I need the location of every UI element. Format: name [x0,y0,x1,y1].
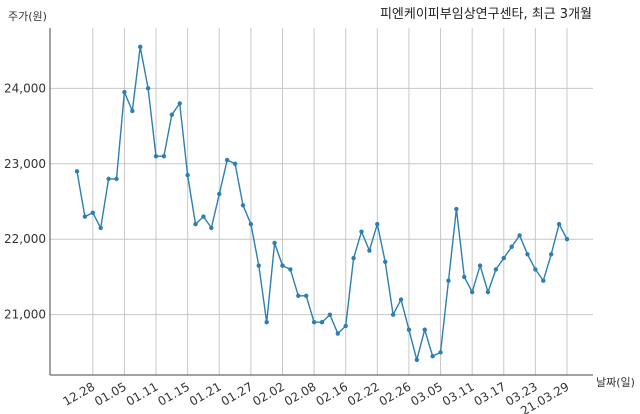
data-point [422,327,427,332]
data-point [414,357,420,363]
data-point [501,255,506,261]
data-point [485,289,491,295]
data-point [398,297,404,302]
data-point [209,225,214,231]
x-tick-label: 01.05 [92,379,129,408]
data-point [272,240,277,246]
data-point [517,233,522,238]
vertical-gridlines [92,28,568,375]
data-point [201,214,206,219]
data-point [169,112,175,117]
x-tick-labels: 12.2801.0501.1101.1501.2101.2702.0202.08… [61,379,572,414]
x-tick-label: 01.27 [219,379,256,408]
data-point [114,176,119,182]
x-axis-title: 날짜(일) [596,375,635,389]
data-point [161,154,167,159]
x-tick-label: 03.05 [408,379,445,408]
data-point [375,221,380,227]
data-point [548,252,554,257]
data-point [130,108,135,114]
horizontal-gridlines [50,87,593,316]
x-tick-label: 02.02 [250,379,287,408]
x-tick-label: 02.08 [282,379,319,408]
y-tick-labels: 21,000 22,000 23,000 24,000 [4,81,46,321]
data-point [153,154,159,159]
x-tick-label: 03.17 [472,379,509,408]
data-point [454,206,459,212]
data-point [193,221,198,227]
data-point [351,255,356,261]
data-point [383,259,388,265]
data-point [327,312,333,317]
data-point [248,221,254,227]
x-tick-label: 02.26 [377,379,414,408]
data-point [106,176,111,182]
data-point [311,319,317,325]
series-line [76,46,568,361]
data-point [462,274,467,280]
data-point [493,267,499,272]
axes [49,28,593,376]
data-point [319,319,325,325]
data-point [232,161,238,166]
x-tick-label: 01.21 [187,379,224,408]
x-tick-label: 01.11 [124,379,161,408]
price-series [74,44,570,363]
data-point [446,278,451,283]
data-point [256,263,261,268]
data-point [430,353,435,359]
data-point [438,350,443,355]
y-tick-label: 21,000 [4,308,46,322]
data-point [74,169,80,174]
y-tick-label: 22,000 [4,232,46,246]
data-point [335,331,341,336]
data-point [138,44,143,50]
x-tick-label: 02.16 [313,379,350,408]
data-point [82,214,88,219]
data-point [217,191,222,197]
data-point [390,312,396,317]
data-point [296,293,301,298]
y-tick-label: 23,000 [4,157,46,171]
data-point [469,289,475,295]
data-point [185,172,190,178]
x-tick-label: 03.11 [440,379,477,408]
data-point [406,327,412,332]
data-point [240,203,246,208]
data-point [533,267,538,272]
data-point [477,263,483,268]
data-point [122,89,127,95]
data-point [343,323,348,329]
x-tick-label: 12.28 [61,379,98,408]
data-point [90,210,96,216]
data-point [145,86,151,91]
data-point [509,244,514,249]
data-point [288,267,293,272]
y-axis-title: 주가(원) [8,10,47,23]
data-point [224,157,230,163]
y-tick-label: 24,000 [4,81,46,95]
data-point [556,221,562,227]
x-tick-label: 02.22 [345,379,382,408]
data-point [541,278,546,283]
chart-title: 피엔케이피부임상연구센타, 최근 3개월 [380,7,592,22]
data-point [525,252,530,257]
x-tick-label: 01.15 [155,379,192,408]
data-point [303,293,309,298]
data-point [98,225,103,231]
data-point [177,101,182,106]
data-point [264,319,269,325]
data-point [564,237,570,242]
data-point [359,229,364,234]
data-point [367,248,372,253]
data-point [280,263,285,268]
